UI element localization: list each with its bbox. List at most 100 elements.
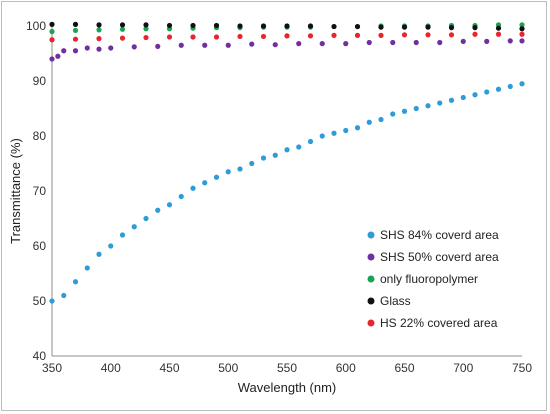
y-tick-labels: 40 50 60 70 80 90 100 [26,19,46,363]
data-point [319,41,325,47]
data-point [49,37,55,43]
data-point [213,34,220,40]
data-point [119,35,126,41]
x-tick-labels: 350 400 450 500 550 600 650 700 750 [42,361,532,375]
data-point [437,39,443,46]
data-point [55,53,61,59]
x-tick-label: 550 [277,361,297,375]
data-point [519,22,525,28]
data-point [49,21,55,27]
data-point [178,193,184,200]
legend-label: Glass [380,294,411,308]
data-point [378,24,384,30]
data-point [425,103,431,109]
y-axis-title: Transmittance (%) [8,138,23,244]
data-point [72,27,79,33]
data-point [331,23,337,30]
data-point [307,138,314,145]
data-point [178,42,184,48]
data-point [319,133,325,139]
data-point [354,32,361,38]
data-point [119,26,126,32]
data-point [425,32,431,38]
data-point [131,224,137,230]
data-point [108,45,114,51]
data-point [202,180,208,186]
data-point [84,45,90,51]
data-point [296,144,302,150]
data-point [119,232,126,238]
y-tick-label: 60 [33,239,47,253]
data-point [143,215,149,222]
data-point [331,130,337,136]
data-point [472,25,478,31]
series-group [49,31,525,43]
data-point [119,22,126,28]
data-point [72,36,79,42]
legend-marker [367,297,375,305]
data-point [96,27,102,33]
data-point [225,169,231,175]
y-tick-label: 80 [33,129,47,143]
x-tick-label: 450 [159,361,179,375]
data-point [413,39,419,46]
data-point [390,111,396,117]
data-point [378,32,384,38]
data-point [49,298,55,304]
series-group [49,21,525,32]
data-point [260,155,267,161]
data-point [213,174,220,180]
data-point [460,38,466,45]
data-point [343,41,349,47]
data-point [307,33,314,39]
data-point [354,23,361,30]
data-point [143,26,149,32]
x-tick-label: 750 [512,361,532,375]
x-tick-label: 600 [336,361,356,375]
data-point [366,119,372,125]
data-point [519,38,525,44]
data-point [519,31,525,37]
data-point [401,32,408,38]
data-point [166,34,173,40]
legend-marker [367,253,375,261]
y-tick-label: 70 [33,184,47,198]
data-point [131,44,137,50]
legend-label: HS 22% covered area [380,316,498,330]
data-point [143,22,149,28]
data-point [484,38,490,45]
y-tick-label: 40 [33,349,47,363]
legend: SHS 84% coverd area SHS 50% coverd area on… [367,228,499,330]
data-point [84,265,90,271]
data-point [202,42,208,48]
x-tick-label: 500 [218,361,238,375]
data-point [155,43,161,49]
data-point [237,166,243,172]
data-point [413,105,419,112]
data-point [96,22,102,28]
data-point [343,127,349,134]
data-point [72,48,79,54]
legend-label: SHS 84% coverd area [380,228,499,242]
data-point [155,207,161,213]
data-point [472,31,478,37]
series-layer [49,21,525,304]
data-point [448,32,455,38]
y-tick-label: 50 [33,294,47,308]
data-point [272,152,278,158]
x-tick-label: 350 [42,361,62,375]
data-point [507,38,513,44]
data-point [96,46,102,52]
data-point [401,108,408,114]
data-point [190,34,196,40]
data-point [448,25,455,31]
data-point [495,25,502,31]
data-point [495,86,502,92]
data-point [484,89,490,95]
data-point [249,160,255,167]
legend-label: only fluoropolymer [380,272,478,286]
data-point [190,22,196,29]
data-point [401,24,408,30]
